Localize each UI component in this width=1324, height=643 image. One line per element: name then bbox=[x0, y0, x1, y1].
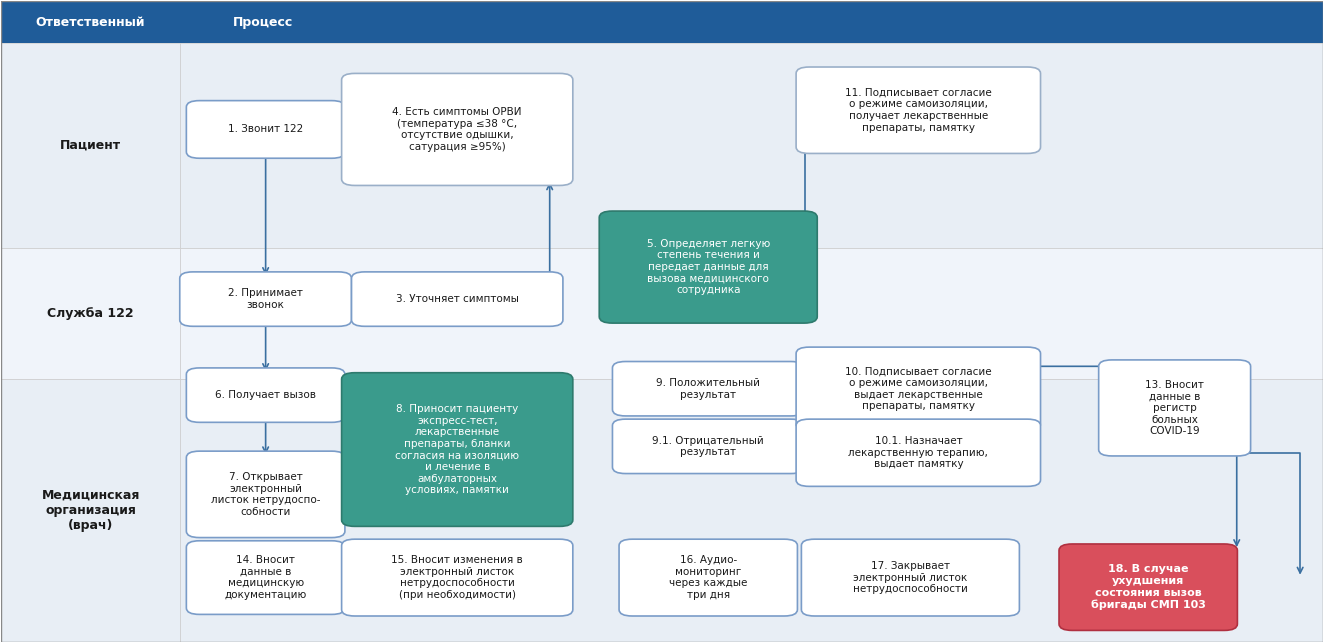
FancyBboxPatch shape bbox=[613, 361, 804, 416]
FancyBboxPatch shape bbox=[796, 419, 1041, 486]
Bar bbox=[180, 379, 1323, 642]
Bar bbox=[1, 248, 180, 379]
FancyBboxPatch shape bbox=[600, 211, 817, 323]
FancyBboxPatch shape bbox=[1099, 360, 1251, 456]
Bar bbox=[1, 43, 180, 248]
Text: 3. Уточняет симптомы: 3. Уточняет симптомы bbox=[396, 294, 519, 304]
Text: 2. Принимает
звонок: 2. Принимает звонок bbox=[228, 288, 303, 310]
Text: 9.1. Отрицательный
результат: 9.1. Отрицательный результат bbox=[653, 435, 764, 457]
Text: 1. Звонит 122: 1. Звонит 122 bbox=[228, 125, 303, 134]
Bar bbox=[1, 379, 180, 642]
FancyBboxPatch shape bbox=[187, 100, 346, 158]
Text: 18. В случае
ухудшения
состояния вызов
бригады СМП 103: 18. В случае ухудшения состояния вызов б… bbox=[1091, 565, 1206, 610]
Text: 16. Аудио-
мониторинг
через каждые
три дня: 16. Аудио- мониторинг через каждые три д… bbox=[669, 555, 748, 600]
FancyBboxPatch shape bbox=[180, 1, 1323, 43]
FancyBboxPatch shape bbox=[351, 272, 563, 326]
FancyBboxPatch shape bbox=[1059, 544, 1238, 630]
Text: 7. Открывает
электронный
листок нетрудоспо-
собности: 7. Открывает электронный листок нетрудос… bbox=[211, 472, 320, 517]
Text: 14. Вносит
данные в
медицинскую
документацию: 14. Вносит данные в медицинскую документ… bbox=[225, 555, 307, 600]
Text: 6. Получает вызов: 6. Получает вызов bbox=[214, 390, 316, 400]
FancyBboxPatch shape bbox=[180, 272, 351, 326]
Text: 9. Положительный
результат: 9. Положительный результат bbox=[657, 378, 760, 399]
FancyBboxPatch shape bbox=[796, 347, 1041, 430]
FancyBboxPatch shape bbox=[613, 419, 804, 473]
Text: 13. Вносит
данные в
регистр
больных
COVID-19: 13. Вносит данные в регистр больных COVI… bbox=[1145, 380, 1204, 436]
Text: 11. Подписывает согласие
о режиме самоизоляции,
получает лекарственные
препараты: 11. Подписывает согласие о режиме самоиз… bbox=[845, 88, 992, 132]
Text: 8. Приносит пациенту
экспресс-тест,
лекарственные
препараты, бланки
согласия на : 8. Приносит пациенту экспресс-тест, лека… bbox=[395, 404, 519, 495]
FancyBboxPatch shape bbox=[342, 73, 573, 185]
Text: 10. Подписывает согласие
о режиме самоизоляции,
выдает лекарственные
препараты, : 10. Подписывает согласие о режиме самоиз… bbox=[845, 367, 992, 411]
Text: Медицинская
организация
(врач): Медицинская организация (врач) bbox=[41, 489, 140, 532]
Text: Служба 122: Служба 122 bbox=[48, 307, 134, 320]
FancyBboxPatch shape bbox=[187, 368, 346, 422]
FancyBboxPatch shape bbox=[620, 539, 797, 616]
FancyBboxPatch shape bbox=[342, 539, 573, 616]
Text: 10.1. Назначает
лекарственную терапию,
выдает памятку: 10.1. Назначает лекарственную терапию, в… bbox=[849, 436, 988, 469]
Text: 4. Есть симптомы ОРВИ
(температура ≤38 °C,
отсутствие одышки,
сатурация ≥95%): 4. Есть симптомы ОРВИ (температура ≤38 °… bbox=[392, 107, 522, 152]
Text: Ответственный: Ответственный bbox=[36, 15, 146, 29]
FancyBboxPatch shape bbox=[342, 373, 573, 527]
Text: 15. Вносит изменения в
электронный листок
нетрудоспособности
(при необходимости): 15. Вносит изменения в электронный листо… bbox=[392, 555, 523, 600]
Text: 5. Определяет легкую
степень течения и
передает данные для
вызова медицинского
с: 5. Определяет легкую степень течения и п… bbox=[646, 239, 769, 295]
FancyBboxPatch shape bbox=[801, 539, 1019, 616]
Text: Пациент: Пациент bbox=[60, 139, 120, 152]
FancyBboxPatch shape bbox=[187, 451, 346, 538]
Bar bbox=[180, 43, 1323, 248]
FancyBboxPatch shape bbox=[796, 67, 1041, 154]
Text: 17. Закрывает
электронный листок
нетрудоспособности: 17. Закрывает электронный листок нетрудо… bbox=[853, 561, 968, 594]
Bar bbox=[180, 248, 1323, 379]
Text: Процесс: Процесс bbox=[233, 15, 293, 29]
FancyBboxPatch shape bbox=[187, 541, 346, 615]
FancyBboxPatch shape bbox=[1, 1, 180, 43]
